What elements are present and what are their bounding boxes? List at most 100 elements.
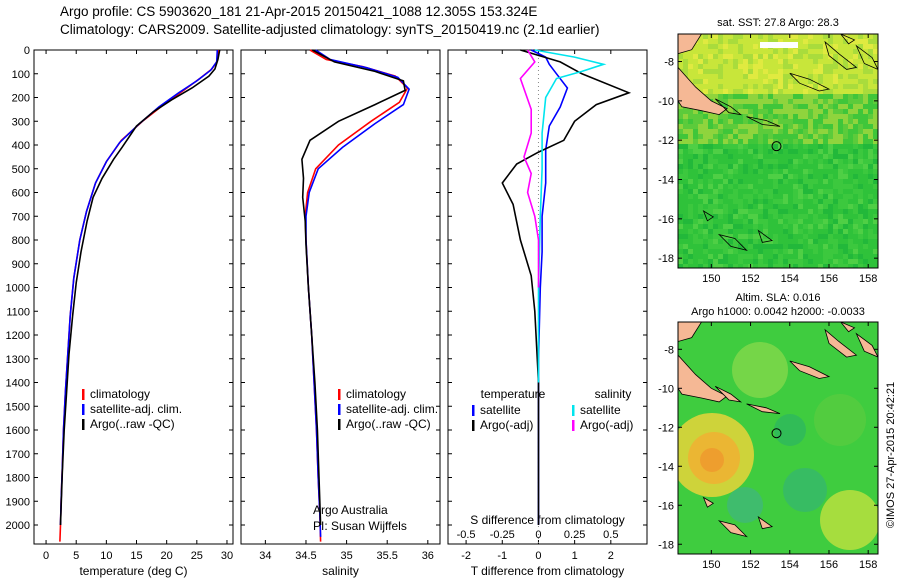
- sla-anomaly-blob: [727, 487, 763, 523]
- island-outline: [702, 210, 715, 222]
- island-outline: [757, 229, 774, 243]
- x-tick-label: 0: [43, 550, 49, 562]
- map-x-tick-label: 156: [820, 273, 838, 285]
- legend-swatch: [338, 419, 341, 430]
- map-field: [678, 322, 878, 554]
- series-line-blue: [305, 49, 411, 537]
- map-x-tick-label: 150: [702, 559, 720, 571]
- map-y-tick-label: -16: [658, 214, 674, 226]
- legend-entry: satellite-adj. clim.: [90, 402, 182, 416]
- y-tick-label: 400: [12, 140, 30, 152]
- missing-data-patch: [760, 42, 798, 48]
- y-tick-label: 1600: [6, 425, 30, 437]
- series-line-magenta: [519, 49, 540, 288]
- series-line-black: [301, 49, 406, 526]
- island-outline: [840, 322, 856, 333]
- island-outline: [715, 385, 743, 403]
- panel-frame: [33, 49, 234, 545]
- series-line-black: [59, 49, 221, 526]
- legend-swatch: [572, 405, 575, 416]
- profile-panel-salinity: 34 34.5 35 35.5 36 salinity climatologysatelli…: [240, 49, 441, 578]
- y-tick-label: 1000: [6, 283, 30, 295]
- x-tick-label: 10: [100, 550, 112, 562]
- y-tick-label: 200: [12, 93, 30, 105]
- x-tick-label-salinity: 0.5: [603, 529, 618, 541]
- island-outline: [757, 515, 774, 530]
- y-tick-label: 700: [12, 211, 30, 223]
- x-axis-label-salinity: S difference from climatology: [470, 513, 625, 527]
- y-tick-label: 500: [12, 164, 30, 176]
- y-tick-label: 1800: [6, 473, 30, 485]
- x-tick-label: 5: [73, 550, 79, 562]
- island-outline: [746, 403, 781, 414]
- argo-position-marker: [771, 428, 782, 439]
- land-mass: [678, 322, 702, 342]
- x-tick-label: 34.5: [295, 550, 316, 562]
- sla-anomaly-blob: [732, 342, 788, 398]
- map-frame: [677, 33, 879, 269]
- map-x-tick-label: 154: [781, 559, 799, 571]
- legend-entry: satellite: [580, 403, 621, 417]
- sst-map-title: sat. SST: 27.8 Argo: 28.3: [717, 17, 839, 29]
- legend-swatch: [472, 420, 475, 431]
- legend-swatch: [82, 389, 85, 400]
- x-tick-label-salinity: 0.25: [564, 529, 585, 541]
- y-tick-label: 100: [12, 69, 30, 81]
- map-y-tick-label: -10: [658, 383, 674, 395]
- land-mass: [678, 34, 702, 55]
- y-tick-label: 2000: [6, 520, 30, 532]
- annotation-pi: PI: Susan Wijffels: [313, 519, 407, 533]
- y-tick-label: 1300: [6, 354, 30, 366]
- x-tick-label: 2: [608, 550, 614, 562]
- x-tick-label: 0: [535, 550, 541, 562]
- island-outline: [840, 34, 856, 45]
- island-outline: [746, 116, 781, 127]
- x-tick-label: 35.5: [376, 550, 397, 562]
- y-tick-label: 800: [12, 235, 30, 247]
- header-line-2: Climatology: CARS2009. Satellite-adjuste…: [60, 22, 600, 37]
- island-outline: [715, 98, 743, 116]
- island-outline: [855, 332, 878, 358]
- x-tick-label: 30: [221, 550, 233, 562]
- sla-map-title: Altim. SLA: 0.016: [736, 292, 821, 304]
- x-axis-label: T difference from climatology: [471, 564, 625, 578]
- island-outline: [855, 44, 878, 70]
- map-y-tick-label: -12: [658, 422, 674, 434]
- y-tick-label: 900: [12, 259, 30, 271]
- map-x-tick-label: 158: [859, 273, 877, 285]
- map-y-tick-label: -16: [658, 500, 674, 512]
- x-tick-label: 35: [340, 550, 352, 562]
- legend-swatch: [338, 404, 341, 415]
- y-tick-label: 300: [12, 116, 30, 128]
- map-x-tick-label: 150: [702, 273, 720, 285]
- x-tick-label: 36: [422, 550, 434, 562]
- panel-frame: [447, 49, 648, 545]
- imos-watermark: ©IMOS 27-Apr-2015 20:42:21: [885, 382, 897, 528]
- profile-panel-temperature: 0100200300400500600700800900100011001200…: [6, 45, 234, 578]
- series-line-cyan: [534, 49, 607, 383]
- map-x-tick-label: 154: [781, 273, 799, 285]
- map-frame: [677, 321, 879, 555]
- map-y-tick-label: -10: [658, 96, 674, 108]
- island-outline: [789, 360, 831, 379]
- legend-swatch: [338, 389, 341, 400]
- map-field: [678, 34, 878, 268]
- argo-position-marker: [771, 141, 782, 152]
- map-y-tick-label: -14: [658, 175, 674, 187]
- island-outline: [717, 520, 748, 538]
- island-outline: [789, 72, 831, 92]
- legend-swatch: [472, 405, 475, 416]
- legend-entry: Argo(-adj): [580, 418, 633, 432]
- map-y-tick-label: -8: [664, 344, 674, 356]
- series-line-black: [501, 49, 632, 525]
- map-x-tick-label: 158: [859, 559, 877, 571]
- panel-frame: [240, 49, 441, 545]
- legend-entry: Argo(..raw -QC): [346, 417, 431, 431]
- x-tick-label: 25: [191, 550, 203, 562]
- map-y-tick-label: -14: [658, 461, 674, 473]
- legend-entry: Argo(-adj): [480, 418, 533, 432]
- legend-swatch: [82, 404, 85, 415]
- map-x-tick-label: 152: [741, 559, 759, 571]
